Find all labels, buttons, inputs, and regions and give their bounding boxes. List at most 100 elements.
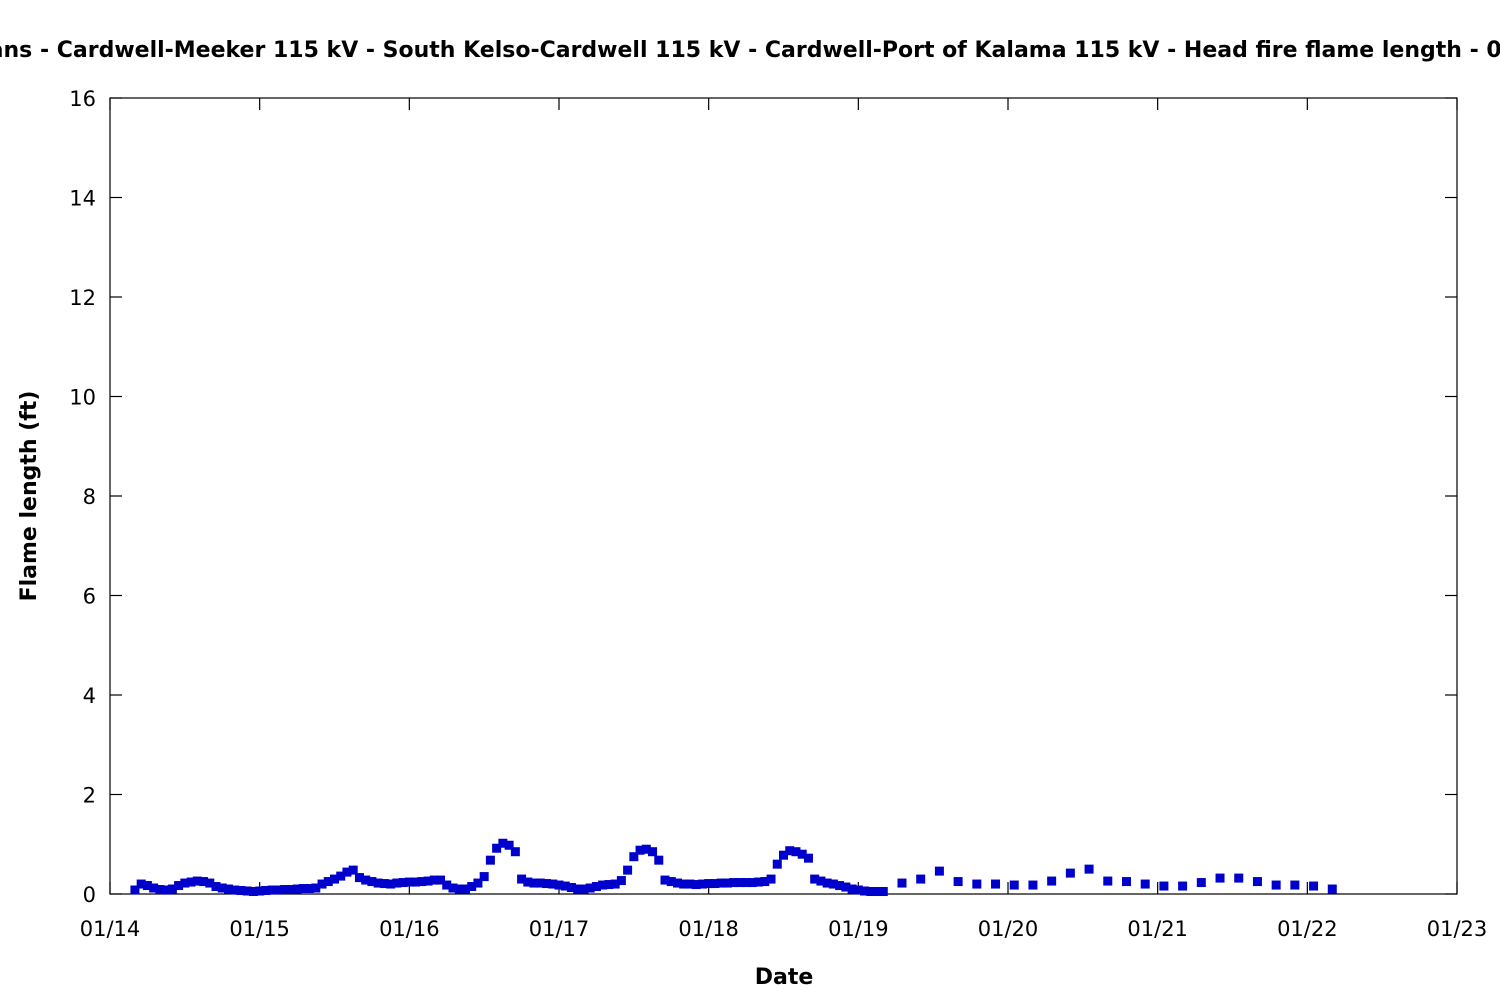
data-point (554, 880, 564, 890)
data-point (361, 875, 371, 885)
data-point (697, 879, 707, 889)
data-point (828, 879, 838, 889)
data-point (485, 855, 495, 865)
data-point (311, 883, 321, 893)
data-point (155, 885, 165, 895)
y-tick-label: 6 (83, 585, 96, 609)
data-point (822, 878, 832, 888)
data-point (598, 880, 608, 890)
data-point (429, 875, 439, 885)
data-point (504, 840, 514, 850)
data-point (666, 877, 676, 887)
data-point (417, 877, 427, 887)
data-point (1028, 880, 1038, 890)
data-point (853, 885, 863, 895)
data-point (336, 871, 346, 881)
data-point (1309, 881, 1319, 891)
data-point (404, 877, 414, 887)
y-tick-label: 4 (83, 684, 96, 708)
data-point (847, 884, 857, 894)
data-point (436, 875, 446, 885)
x-tick-label: 01/21 (1127, 917, 1188, 941)
data-point (766, 874, 776, 884)
data-point (1196, 878, 1206, 888)
data-point (161, 885, 171, 895)
data-point (529, 878, 539, 888)
data-point (236, 886, 246, 896)
y-tick-label: 12 (69, 286, 96, 310)
data-point (897, 878, 907, 888)
data-point (386, 879, 396, 889)
data-point (866, 887, 876, 897)
data-point (517, 874, 527, 884)
data-point (498, 838, 508, 848)
data-point (373, 878, 383, 888)
data-point (211, 882, 221, 892)
x-tick-label: 01/20 (978, 917, 1039, 941)
data-point (916, 874, 926, 884)
x-tick-label: 01/16 (379, 917, 440, 941)
y-tick-label: 2 (83, 784, 96, 808)
data-point (566, 883, 576, 893)
data-point (741, 878, 751, 888)
data-point (142, 881, 152, 891)
data-point (691, 880, 701, 890)
data-point (180, 878, 190, 888)
data-point (473, 878, 483, 888)
data-point (623, 865, 633, 875)
y-axis: 0 2 4 6 8 10 12 14 16 (69, 87, 1457, 907)
data-point (779, 850, 788, 860)
data-point (261, 886, 271, 896)
data-point (298, 884, 308, 894)
data-point (305, 884, 315, 894)
data-point (398, 878, 408, 888)
plot-frame (109, 97, 1458, 895)
data-point (1159, 881, 1169, 891)
data-point (542, 879, 552, 889)
data-point (791, 847, 801, 857)
data-point (629, 852, 639, 862)
data-point (760, 877, 770, 887)
data-point (841, 882, 851, 892)
data-point (735, 878, 745, 888)
data-point (772, 859, 782, 869)
data-point (186, 877, 196, 887)
data-point (255, 886, 265, 896)
y-tick-label: 10 (69, 386, 96, 410)
data-point (816, 876, 826, 886)
data-point (654, 855, 664, 865)
data-point (991, 879, 1001, 889)
data-point (280, 885, 290, 895)
data-point (136, 879, 146, 889)
data-point (1121, 877, 1131, 887)
data-point (1065, 868, 1075, 878)
data-point (323, 877, 333, 887)
data-point (1103, 876, 1113, 886)
data-point (747, 878, 757, 888)
data-point (560, 881, 570, 891)
data-point (710, 879, 720, 889)
data-point (379, 879, 389, 889)
data-point (635, 845, 645, 855)
data-point (192, 876, 202, 886)
x-tick-label: 01/14 (80, 917, 141, 941)
y-tick-label: 14 (69, 187, 96, 211)
data-point (616, 876, 626, 886)
data-point (454, 884, 464, 894)
data-point (716, 878, 726, 888)
data-point (223, 884, 233, 894)
data-point (535, 878, 545, 888)
data-point (585, 883, 595, 893)
data-point (267, 885, 277, 895)
data-point (130, 885, 140, 895)
data-point (754, 877, 764, 887)
x-axis-label: Date (755, 965, 814, 990)
data-point (972, 879, 982, 889)
data-point (953, 877, 963, 887)
data-point (348, 865, 358, 875)
data-point (579, 884, 589, 894)
data-point (1084, 864, 1094, 874)
data-point (548, 879, 558, 889)
y-tick-label: 8 (83, 485, 96, 509)
data-point (292, 884, 302, 894)
